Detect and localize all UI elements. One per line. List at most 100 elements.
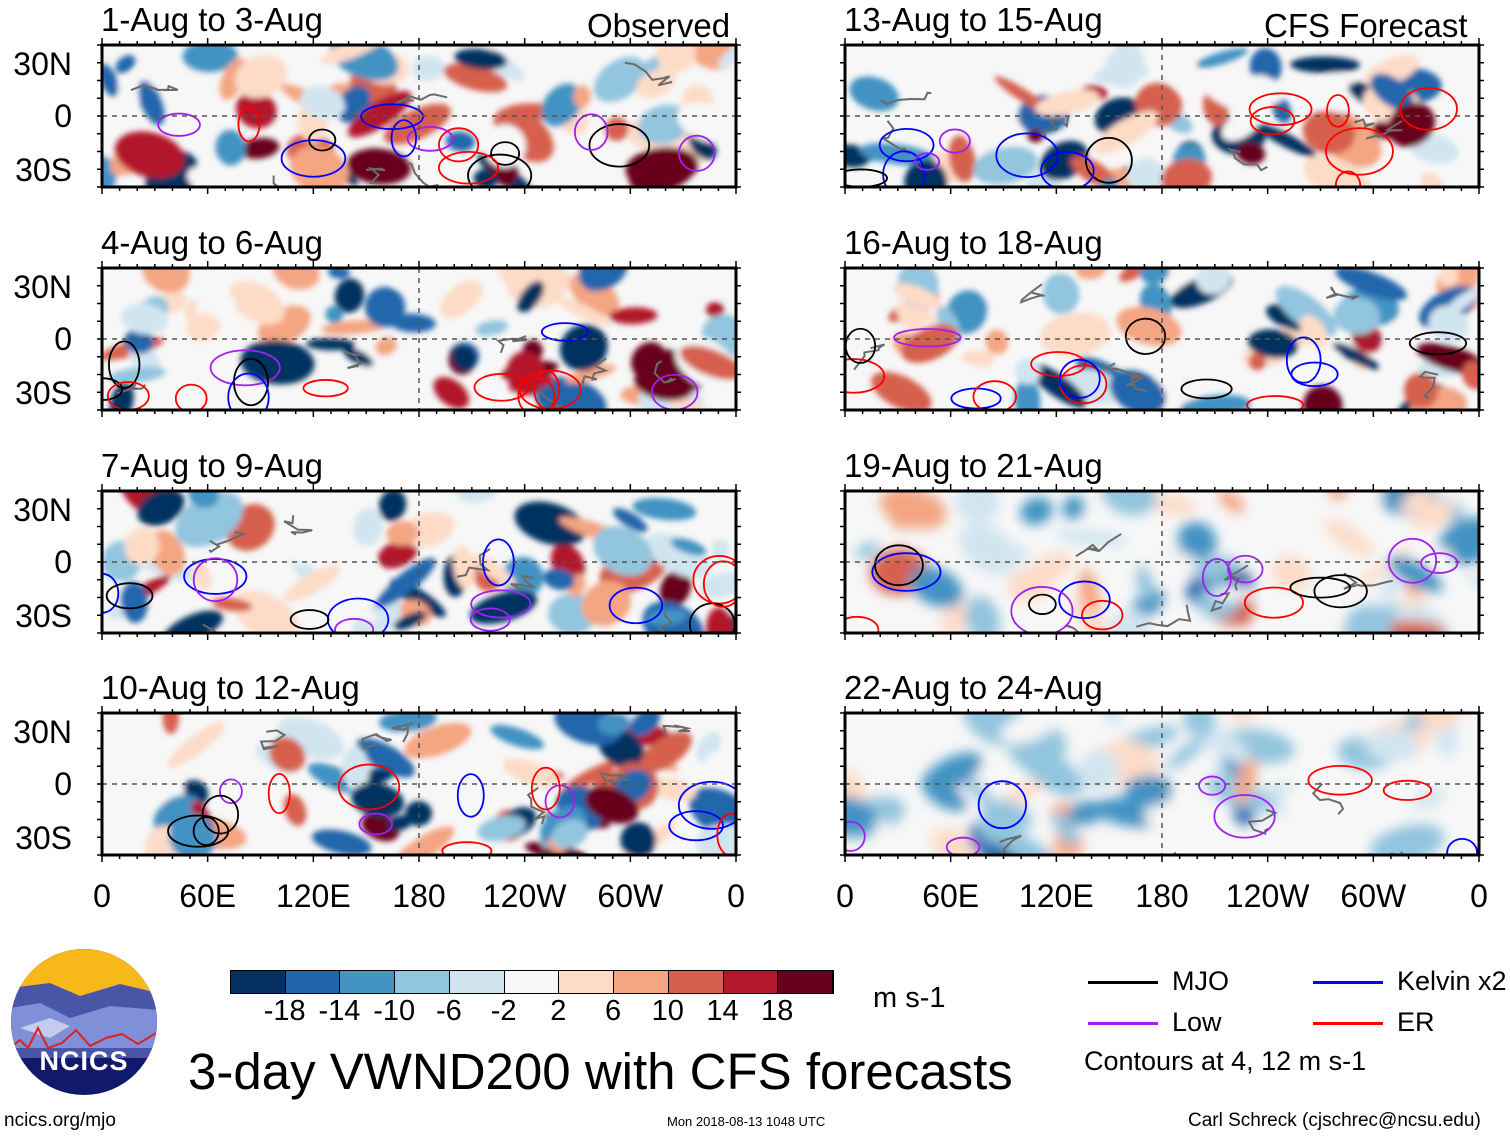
wind-anomaly-blob [679, 345, 736, 380]
wave-contour [1040, 151, 1095, 187]
wave-contour [237, 106, 261, 143]
wind-anomaly-blob [1027, 129, 1044, 143]
colorbar-swatch [340, 971, 396, 993]
wind-anomaly-blob [855, 542, 880, 559]
wave-contour [1180, 378, 1233, 400]
wind-anomaly-blob [1161, 158, 1212, 187]
lat-label: 0 [54, 544, 72, 580]
lat-label: 30N [13, 269, 72, 305]
coastline [272, 175, 281, 187]
wind-anomaly-blob [659, 569, 692, 608]
panel-title: 1-Aug to 3-Aug [101, 1, 323, 38]
wind-anomaly-blob [347, 148, 411, 185]
colorbar-swatch [449, 971, 505, 993]
wave-contour [1249, 106, 1296, 136]
wind-anomaly-blob [353, 507, 383, 547]
wind-anomaly-blob [706, 607, 734, 633]
wave-contour [1213, 794, 1276, 839]
wave-contour [1124, 317, 1167, 355]
lon-label: 0 [727, 878, 745, 914]
wind-anomaly-blob [502, 758, 562, 789]
wave-contour [1408, 331, 1468, 356]
coastline [1343, 572, 1393, 590]
coastline [202, 623, 218, 633]
wind-anomaly-blob [1387, 555, 1443, 593]
wind-anomaly-blob [604, 117, 629, 141]
coastline [1224, 564, 1249, 591]
coastline [1418, 370, 1439, 399]
wind-anomaly-blob [1035, 89, 1100, 117]
wind-anomaly-blob [1412, 788, 1446, 809]
wave-contour [573, 113, 609, 151]
wind-anomaly-blob [120, 303, 169, 335]
coastline [526, 786, 546, 825]
lat-label: 0 [54, 321, 72, 357]
coastline [1102, 362, 1146, 385]
wind-anomaly-blob [234, 55, 288, 99]
wind-anomaly-blob [593, 525, 653, 576]
lat-label: 30N [13, 714, 72, 750]
coastline [394, 93, 448, 105]
footer-url[interactable]: ncics.org/mjo [4, 1110, 116, 1131]
wind-anomaly-blob [1062, 495, 1084, 520]
wave-contour [1084, 136, 1133, 184]
wind-anomaly-blob [1166, 736, 1208, 770]
wind-anomaly-blob [321, 45, 387, 65]
wind-anomaly-blob [655, 45, 697, 73]
wind-anomaly-blob [1379, 578, 1401, 601]
wind-anomaly-blob [187, 166, 211, 187]
wind-anomaly-blob [980, 799, 1033, 832]
colorbar-tick-label: 10 [651, 995, 684, 1027]
wave-contour [1081, 599, 1124, 631]
wind-anomaly-blob [215, 129, 246, 166]
wind-anomaly-blob [1000, 713, 1060, 744]
wind-anomaly-blob [1135, 564, 1155, 602]
wave-contour [716, 812, 736, 855]
wave-contour [157, 112, 201, 137]
wave-contour [1325, 127, 1394, 176]
wind-anomaly-blob [477, 815, 526, 842]
wind-anomaly-blob [561, 760, 619, 794]
coastline [1019, 283, 1045, 304]
wind-anomaly-blob [390, 313, 436, 333]
wind-anomaly-blob [506, 351, 546, 396]
wind-anomaly-blob [342, 746, 370, 792]
lon-label: 180 [392, 878, 446, 914]
wind-anomaly-blob [1124, 775, 1173, 807]
lat-label: 0 [54, 766, 72, 802]
wind-anomaly-blob [1362, 551, 1403, 567]
ncics-logo: NCICS [10, 948, 158, 1096]
coastline [1325, 286, 1360, 301]
wind-anomaly-blob [1213, 586, 1253, 602]
wind-anomaly-blob [490, 724, 544, 750]
colorbar-units: m s-1 [873, 982, 946, 1014]
wave-contour [845, 615, 880, 633]
wind-anomaly-blob [1082, 45, 1117, 69]
coastline [1353, 118, 1375, 129]
wave-contour [1387, 537, 1438, 584]
lon-label: 0 [93, 878, 111, 914]
coastline [130, 84, 179, 92]
coastline [1042, 116, 1070, 140]
wind-anomaly-blob [393, 611, 427, 630]
colorbar-swatch [504, 971, 560, 993]
wind-anomaly-blob [386, 815, 413, 831]
wave-contour [437, 151, 500, 185]
wind-anomaly-blob [404, 722, 472, 759]
wave-contour [995, 132, 1059, 179]
wind-anomaly-blob [124, 328, 154, 354]
wave-contour [1227, 554, 1264, 584]
wind-anomaly-blob [114, 131, 185, 179]
wind-anomaly-blob [167, 721, 225, 768]
legend-line-mjo [1088, 981, 1158, 984]
wind-anomaly-blob [1040, 312, 1111, 356]
wind-anomaly-blob [1235, 757, 1257, 805]
wave-contour [845, 820, 866, 852]
wind-anomaly-blob [433, 376, 469, 409]
wind-anomaly-blob [711, 539, 730, 560]
wave-contour [1198, 775, 1227, 796]
wind-anomaly-blob [1290, 56, 1361, 74]
vwnd-map-panel [97, 484, 741, 640]
wind-anomaly-blob [699, 572, 736, 599]
wind-anomaly-blob [378, 491, 407, 522]
